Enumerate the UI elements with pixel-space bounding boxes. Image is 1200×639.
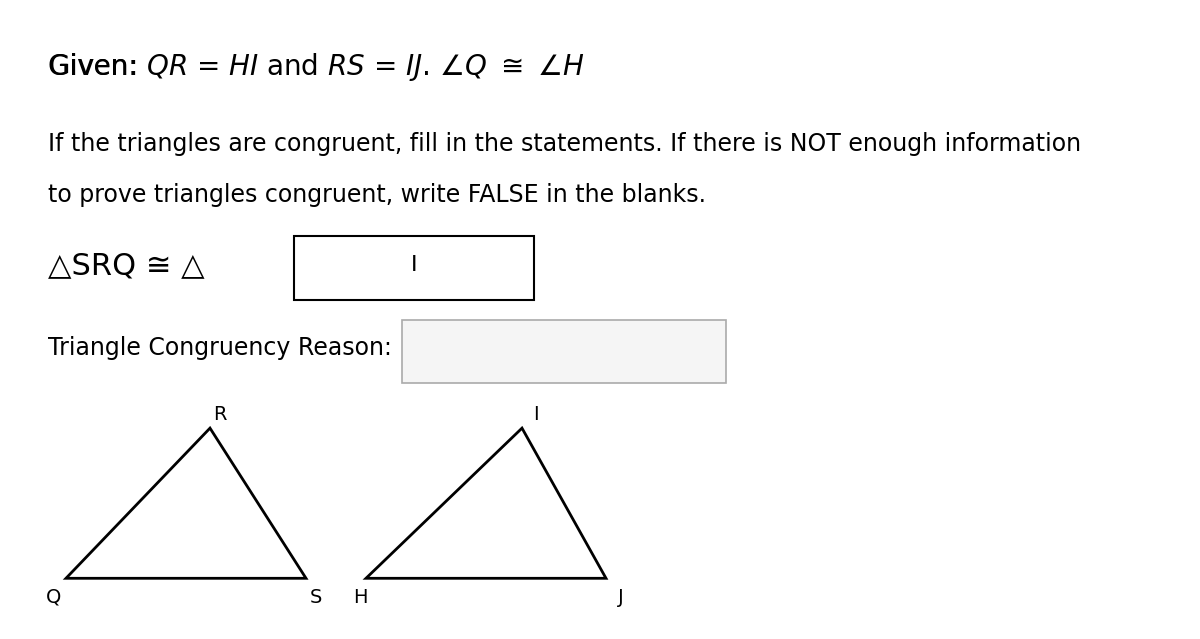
Text: Given: $\mathit{QR}$ = $\mathit{HI}$ and $\mathit{RS}$ = $\mathit{IJ}$. $\angle\: Given: $\mathit{QR}$ = $\mathit{HI}$ and… [48, 51, 584, 83]
Text: Q: Q [47, 588, 61, 607]
Text: Given:: Given: [48, 53, 146, 81]
Text: I: I [534, 404, 539, 424]
Text: H: H [353, 588, 367, 607]
Text: R: R [212, 404, 227, 424]
Text: △SRQ ≅ △: △SRQ ≅ △ [48, 250, 205, 280]
Text: Triangle Congruency Reason:: Triangle Congruency Reason: [48, 336, 392, 360]
FancyBboxPatch shape [402, 320, 726, 383]
FancyBboxPatch shape [294, 236, 534, 300]
Text: If the triangles are congruent, fill in the statements. If there is NOT enough i: If the triangles are congruent, fill in … [48, 132, 1081, 156]
Text: S: S [310, 588, 322, 607]
Text: I: I [410, 255, 418, 275]
Text: J: J [618, 588, 623, 607]
Text: to prove triangles congruent, write FALSE in the blanks.: to prove triangles congruent, write FALS… [48, 183, 706, 207]
